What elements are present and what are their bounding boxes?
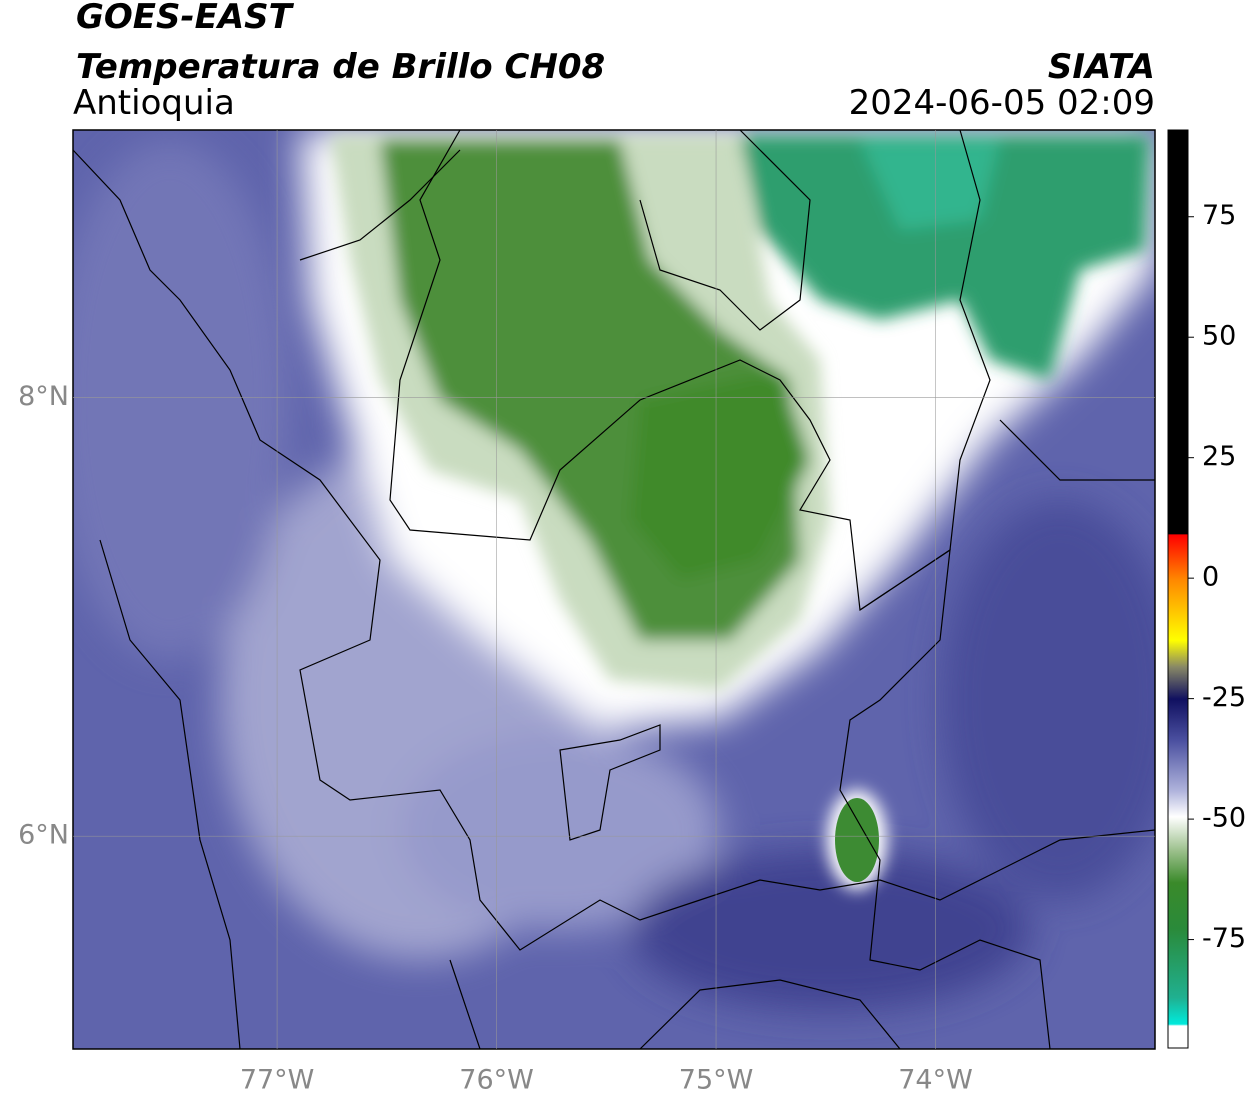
colorbar-tick-label: 75 — [1202, 200, 1236, 231]
colorbar-tick-label: 0 — [1202, 562, 1219, 593]
source: SIATA — [1048, 47, 1155, 87]
title: GOES-EAST — [76, 0, 295, 37]
lon-tick-label: 76°W — [459, 1065, 534, 1096]
colorbar — [1167, 129, 1189, 1049]
lat-tick-label: 6°N — [18, 820, 69, 851]
lon-tick-label: 74°W — [898, 1065, 973, 1096]
lon-tick-label: 77°W — [240, 1065, 315, 1096]
region: Antioquia — [73, 83, 235, 123]
timestamp: 2024-06-05 02:09 — [849, 83, 1155, 123]
satellite-image — [73, 130, 1155, 1049]
colorbar-tick-label: -25 — [1202, 682, 1246, 713]
borders — [73, 130, 1155, 1049]
map-frame — [72, 129, 1156, 1050]
lat-tick-label: 8°N — [18, 381, 69, 412]
subtitle: Temperatura de Brillo CH08 — [76, 47, 605, 87]
colorbar-tick-label: 25 — [1202, 441, 1236, 472]
colorbar-tick-label: 50 — [1202, 321, 1236, 352]
lon-tick-label: 75°W — [679, 1065, 754, 1096]
colorbar-tick-label: -75 — [1202, 923, 1246, 954]
colorbar-tick-label: -50 — [1202, 803, 1246, 834]
